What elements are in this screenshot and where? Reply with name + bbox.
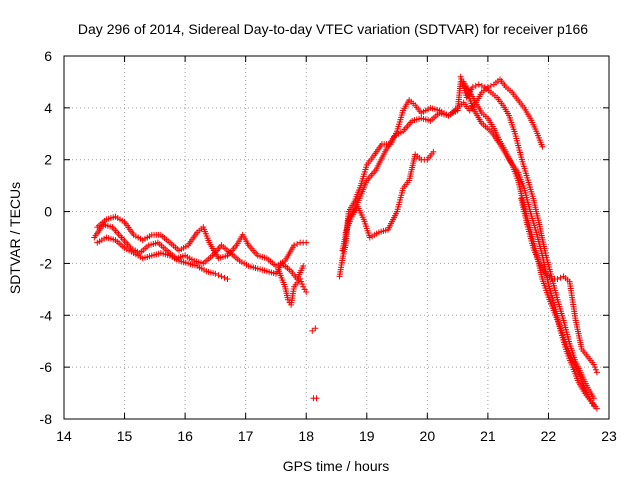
x-tick-label: 16	[177, 428, 193, 444]
data-point	[554, 275, 561, 282]
data-point	[218, 273, 225, 280]
data-marks	[91, 73, 600, 412]
y-tick-label: -2	[40, 255, 53, 271]
data-point	[294, 240, 301, 247]
y-tick-label: 0	[44, 204, 52, 220]
x-tick-label: 20	[420, 428, 436, 444]
chart-title: Day 296 of 2014, Sidereal Day-to-day VTE…	[78, 21, 588, 37]
x-tick-label: 23	[601, 428, 617, 444]
data-point	[590, 361, 597, 368]
data-point	[303, 239, 310, 246]
x-tick-label: 15	[117, 428, 133, 444]
x-tick-label: 21	[480, 428, 496, 444]
y-axis-label: SDTVAR / TECUs	[7, 182, 23, 294]
data-point	[472, 82, 479, 89]
x-axis: 14 15 16 17 18 19 20 21 22 23	[56, 56, 617, 444]
data-point	[430, 148, 437, 155]
data-point	[212, 270, 219, 277]
data-point	[297, 275, 304, 282]
y-tick-label: 4	[44, 100, 52, 116]
data-point	[299, 281, 306, 288]
data-point	[591, 364, 598, 371]
data-point	[593, 369, 600, 376]
data-point	[224, 275, 231, 282]
data-point	[487, 82, 494, 89]
plot-frame	[63, 55, 610, 420]
y-tick-label: 2	[44, 152, 52, 168]
data-point	[469, 84, 476, 91]
x-axis-label: GPS time / hours	[283, 458, 390, 474]
data-point	[478, 82, 485, 89]
x-tick-label: 17	[238, 428, 254, 444]
y-tick-label: -6	[40, 359, 53, 375]
x-tick-label: 14	[56, 428, 72, 444]
data-point	[593, 405, 600, 412]
data-point	[312, 325, 319, 332]
y-tick-label: 6	[44, 48, 52, 64]
x-tick-label: 22	[541, 428, 557, 444]
data-point	[592, 366, 599, 373]
x-tick-label: 19	[359, 428, 375, 444]
y-axis: -8 -6 -4 -2 0 2 4 6	[40, 48, 609, 427]
data-point	[313, 395, 320, 402]
data-point	[303, 288, 310, 295]
data-point	[539, 143, 546, 150]
data-point	[291, 242, 298, 249]
data-point	[300, 263, 307, 270]
data-point	[309, 327, 316, 334]
y-tick-label: -8	[40, 411, 53, 427]
data-point	[557, 274, 564, 281]
x-tick-label: 18	[298, 428, 314, 444]
data-point	[298, 278, 305, 285]
y-tick-label: -4	[40, 307, 53, 323]
data-point	[215, 272, 222, 279]
data-point	[221, 274, 228, 281]
data-point	[475, 81, 482, 88]
